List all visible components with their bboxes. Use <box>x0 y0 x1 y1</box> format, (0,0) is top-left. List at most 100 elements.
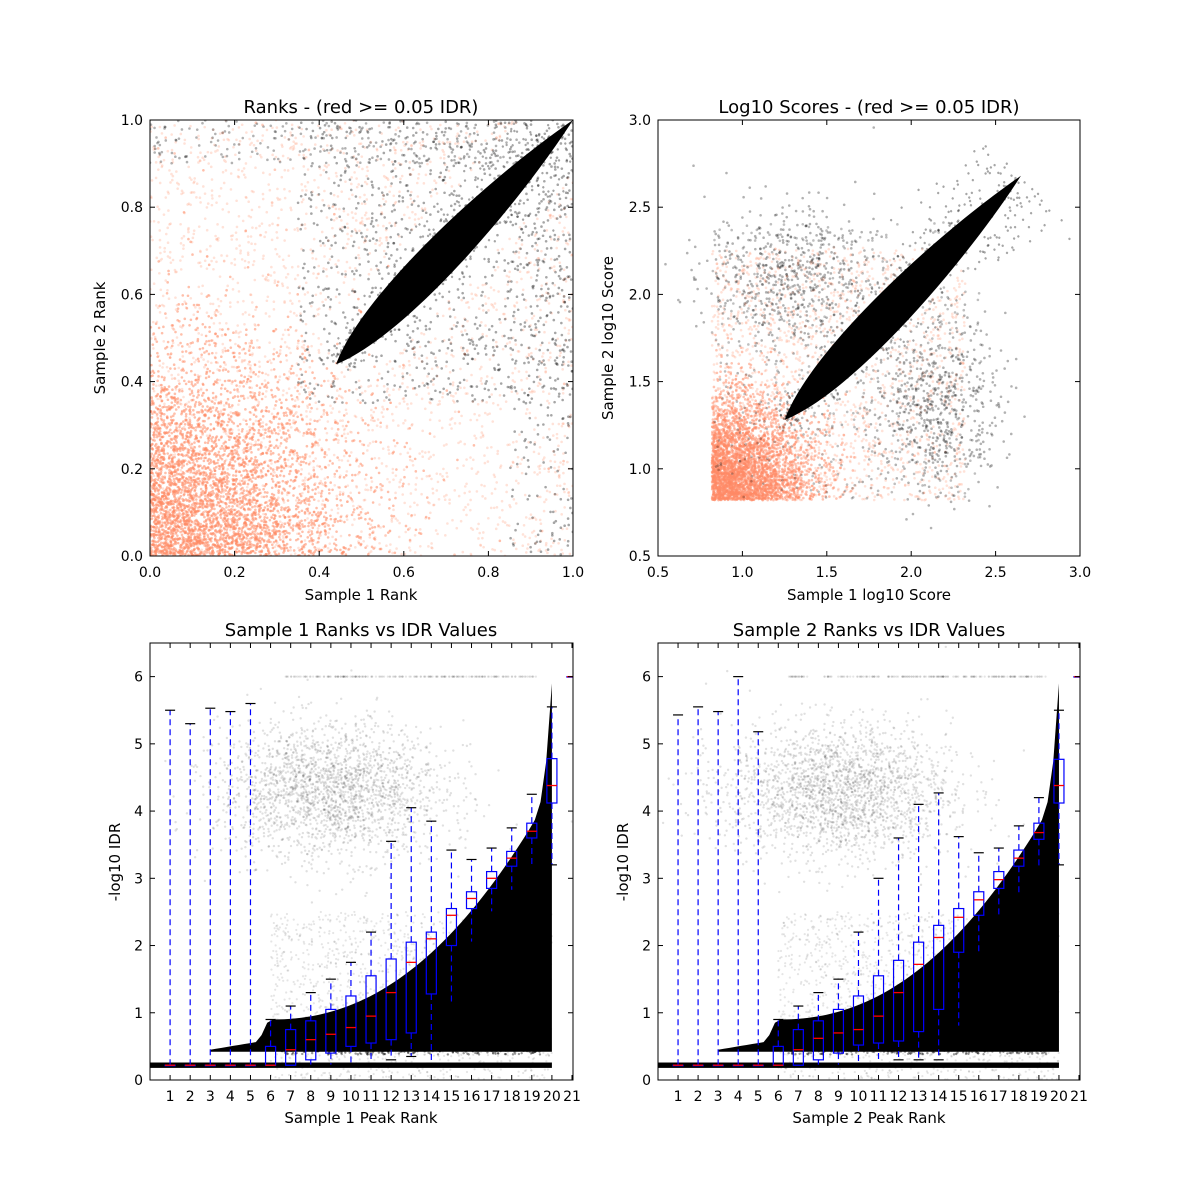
high-idr-point <box>340 190 344 193</box>
high-idr-point <box>178 549 182 553</box>
high-idr-point <box>190 503 194 507</box>
high-idr-point <box>279 455 283 459</box>
high-idr-point <box>280 492 284 495</box>
high-idr-point <box>377 471 381 475</box>
high-idr-point <box>212 322 216 325</box>
high-idr-point <box>307 530 310 534</box>
high-idr-point <box>252 370 255 374</box>
high-idr-point <box>310 521 314 524</box>
high-idr-point <box>205 255 209 258</box>
high-idr-point <box>278 444 282 448</box>
high-idr-point <box>310 406 313 410</box>
high-idr-point <box>247 500 251 504</box>
high-idr-point <box>492 288 496 292</box>
high-idr-point <box>160 399 164 403</box>
high-idr-point <box>357 513 361 517</box>
high-idr-point <box>557 422 561 426</box>
high-idr-point <box>231 351 235 355</box>
high-idr-point <box>213 355 217 359</box>
high-idr-point <box>207 543 210 547</box>
high-idr-point <box>239 394 243 398</box>
high-idr-point <box>386 407 389 411</box>
high-idr-point <box>263 355 267 358</box>
high-idr-point <box>205 538 208 541</box>
high-idr-point <box>207 375 211 379</box>
high-idr-point <box>248 410 252 414</box>
high-idr-point <box>150 452 154 456</box>
high-idr-point <box>203 451 207 455</box>
high-idr-point <box>195 457 198 461</box>
high-idr-point <box>186 405 190 408</box>
high-idr-point <box>359 462 362 466</box>
high-idr-point <box>205 311 209 314</box>
high-idr-point <box>393 374 397 377</box>
high-idr-point <box>181 427 184 430</box>
high-idr-point <box>207 416 211 420</box>
high-idr-point <box>183 490 187 494</box>
high-idr-point <box>288 418 291 422</box>
high-idr-point <box>395 441 399 445</box>
high-idr-point <box>506 283 509 286</box>
high-idr-point <box>374 440 378 443</box>
high-idr-point <box>251 438 254 442</box>
high-idr-point <box>256 443 260 446</box>
high-idr-point <box>307 524 310 528</box>
high-idr-point <box>271 524 275 528</box>
high-idr-point <box>246 463 250 467</box>
high-idr-point <box>166 531 169 535</box>
high-idr-point <box>428 400 431 404</box>
high-idr-point <box>277 489 280 492</box>
high-idr-point <box>172 414 175 418</box>
high-idr-point <box>456 458 459 462</box>
high-idr-point <box>244 419 248 423</box>
high-idr-point <box>161 515 164 518</box>
high-idr-point <box>266 449 270 452</box>
high-idr-point <box>313 376 316 380</box>
high-idr-point <box>338 490 342 494</box>
high-idr-point <box>303 476 307 480</box>
high-idr-point <box>213 524 217 528</box>
high-idr-point <box>171 388 174 391</box>
high-idr-point <box>335 397 339 400</box>
high-idr-point <box>289 325 292 329</box>
high-idr-point <box>190 458 193 461</box>
high-idr-point <box>282 525 286 528</box>
high-idr-point <box>337 458 341 462</box>
high-idr-point <box>207 439 211 442</box>
high-idr-point <box>300 468 304 471</box>
high-idr-point <box>190 380 193 384</box>
high-idr-point <box>283 508 287 512</box>
high-idr-point <box>302 346 306 350</box>
high-idr-point <box>262 546 266 549</box>
high-idr-point <box>480 425 484 428</box>
high-idr-point <box>193 542 197 546</box>
high-idr-point <box>191 398 195 402</box>
high-idr-point <box>168 490 172 494</box>
high-idr-point <box>193 514 196 517</box>
high-idr-point <box>187 285 191 289</box>
high-idr-point <box>221 413 225 417</box>
high-idr-point <box>213 484 217 487</box>
high-idr-point <box>237 454 240 457</box>
high-idr-point <box>408 447 412 451</box>
high-idr-point <box>159 497 163 501</box>
high-idr-point <box>162 449 165 453</box>
high-idr-point <box>397 535 401 539</box>
high-idr-point <box>242 397 246 400</box>
high-idr-point <box>247 362 250 366</box>
high-idr-point <box>224 489 227 492</box>
high-idr-point <box>155 510 159 514</box>
high-idr-point <box>190 389 194 393</box>
high-idr-point <box>262 254 265 258</box>
high-idr-point <box>336 422 339 425</box>
high-idr-point <box>251 476 255 479</box>
high-idr-point <box>380 242 383 245</box>
high-idr-point <box>163 541 167 544</box>
high-idr-point <box>241 497 245 501</box>
high-idr-point <box>156 355 159 359</box>
high-idr-point <box>201 427 205 430</box>
high-idr-point <box>371 526 374 529</box>
high-idr-point <box>215 478 219 481</box>
high-idr-point <box>298 521 302 525</box>
high-idr-point <box>214 395 218 398</box>
